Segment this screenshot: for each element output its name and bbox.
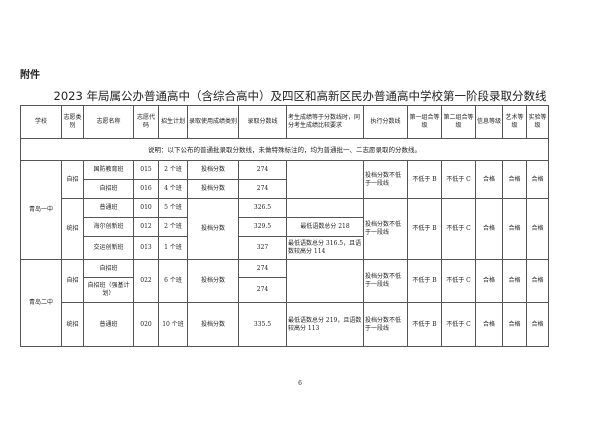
tie-break: 最低语数总分 218	[286, 217, 364, 237]
code: 022	[133, 259, 159, 303]
grade-2: 不低于 C	[441, 198, 476, 260]
page-number: 6	[298, 380, 302, 387]
score: 335.5	[238, 302, 287, 347]
code: 015	[133, 160, 159, 180]
grade-1: 不低于 B	[407, 302, 442, 347]
header-cell: 第二组合等级	[441, 105, 476, 139]
score: 274	[238, 160, 287, 180]
lab-grade: 合格	[526, 302, 549, 347]
table-row: 青岛二中 自招 自招班 022 6 个班 投档分数 274 投档分数不低于一段线…	[20, 259, 549, 347]
table-row: 自招班（强基计划） 274	[21, 277, 549, 303]
header-cell: 实验等级	[526, 105, 549, 139]
info-grade: 合格	[475, 198, 503, 260]
tie-break	[286, 198, 364, 218]
table-row: 统招 普通班 010 5 个班 投档分数 326.5 投档分数不低于一段线 不低…	[21, 198, 549, 260]
admission-score-table: 学校 志愿类别 志愿名称 志愿代码 招生计划 录取使用成绩类别 录取分数线 考生…	[20, 105, 549, 347]
art-grade: 合格	[502, 198, 527, 260]
exec-line: 投档分数不低于一段线	[363, 259, 408, 303]
score-type: 投档分数	[187, 302, 239, 347]
program-name: 海尔创新班	[83, 217, 134, 237]
plan: 5 个班	[158, 198, 188, 218]
program-name: 自招班	[83, 259, 134, 278]
header-cell: 第一组合等级	[407, 105, 442, 139]
grade-1: 不低于 B	[407, 160, 442, 199]
code: 016	[133, 179, 159, 199]
lab-grade: 合格	[526, 160, 549, 199]
grade-2: 不低于 C	[441, 259, 476, 303]
program-name: 国防教育班	[83, 160, 134, 180]
plan: 1 个班	[158, 236, 188, 260]
score: 327	[238, 236, 287, 260]
note-row: 说明：以下公布的普通批录取分数线，未做特殊标注的，均为普通批一、二志愿录取的分数…	[20, 138, 549, 161]
category: 统招	[61, 302, 84, 347]
plan: 10 个班	[158, 302, 188, 347]
header-cell: 录取分数线	[238, 105, 287, 139]
lab-grade: 合格	[526, 259, 549, 303]
attachment-label: 附件	[20, 70, 40, 81]
art-grade: 合格	[502, 160, 527, 199]
header-cell: 考生成绩等于分数线时，同分考生成绩比较要求	[286, 105, 364, 139]
header-cell: 志愿代码	[133, 105, 159, 139]
header-row: 学校 志愿类别 志愿名称 志愿代码 招生计划 录取使用成绩类别 录取分数线 考生…	[20, 105, 549, 139]
code: 012	[133, 217, 159, 237]
header-cell: 招生计划	[158, 105, 188, 139]
exec-line: 投档分数不低于一段线	[363, 302, 408, 347]
plan: 2 个班	[158, 217, 188, 237]
grade-1: 不低于 B	[407, 259, 442, 303]
category: 自招	[61, 160, 84, 199]
plan: 6 个班	[158, 259, 188, 303]
score: 274	[238, 277, 287, 303]
document-title: 2023 年局属公办普通高中（含综合高中）及四区和高新区民办普通高中学校第一阶段…	[53, 89, 547, 103]
tie-break	[286, 259, 364, 303]
lab-grade: 合格	[526, 198, 549, 260]
plan: 2 个班	[158, 160, 188, 180]
score: 274	[238, 259, 287, 278]
tie-break: 最低语数总分 219，且语数较高分 113	[286, 302, 364, 347]
score-type: 投档分数	[187, 160, 239, 180]
art-grade: 合格	[502, 302, 527, 347]
score: 329.5	[238, 217, 287, 237]
table-row: 青岛一中 自招 国防教育班 015 2 个班 投档分数 274 投档分数不低于一…	[20, 160, 549, 260]
art-grade: 合格	[502, 259, 527, 303]
program-name: 普通班	[83, 198, 134, 218]
code: 013	[133, 236, 159, 260]
program-name: 自招班（强基计划）	[83, 277, 134, 303]
tie-break: 最低语数总分 316.5，且语数较高分 114	[286, 236, 364, 260]
header-cell: 学校	[20, 105, 62, 139]
plan: 4 个班	[158, 179, 188, 199]
score: 326.5	[238, 198, 287, 218]
info-grade: 合格	[475, 259, 503, 303]
header-cell: 录取使用成绩类别	[187, 105, 239, 139]
grade-2: 不低于 C	[441, 302, 476, 347]
program-name: 普通班	[83, 302, 134, 347]
score: 274	[238, 179, 287, 199]
grade-1: 不低于 B	[407, 198, 442, 260]
code: 010	[133, 198, 159, 218]
category: 自招	[61, 259, 84, 303]
exec-line: 投档分数不低于一段线	[363, 160, 408, 199]
table-row: 自招班 016 4 个班 投档分数 274	[21, 179, 549, 199]
grade-2: 不低于 C	[441, 160, 476, 199]
table-row: 统招 普通班 020 10 个班 投档分数 335.5 最低语数总分 219，且…	[21, 302, 549, 347]
score-type: 投档分数	[187, 179, 239, 199]
header-cell: 执行分数线	[363, 105, 408, 139]
program-name: 自招班	[83, 179, 134, 199]
category: 统招	[61, 198, 84, 260]
info-grade: 合格	[475, 302, 503, 347]
tie-break	[286, 160, 364, 199]
header-cell: 志愿类别	[61, 105, 84, 139]
school-name: 青岛一中	[20, 160, 62, 260]
note-text: 说明：以下公布的普通批录取分数线，未做特殊标注的，均为普通批一、二志愿录取的分数…	[20, 138, 549, 161]
header-cell: 艺术等级	[502, 105, 527, 139]
code: 020	[133, 302, 159, 347]
score-type: 投档分数	[187, 198, 239, 260]
program-name: 交运创新班	[83, 236, 134, 260]
header-cell: 志愿名称	[83, 105, 134, 139]
score-type: 投档分数	[187, 259, 239, 303]
exec-line: 投档分数不低于一段线	[363, 198, 408, 260]
school-name: 青岛二中	[20, 259, 62, 347]
header-cell: 信息等级	[475, 105, 503, 139]
info-grade: 合格	[475, 160, 503, 199]
